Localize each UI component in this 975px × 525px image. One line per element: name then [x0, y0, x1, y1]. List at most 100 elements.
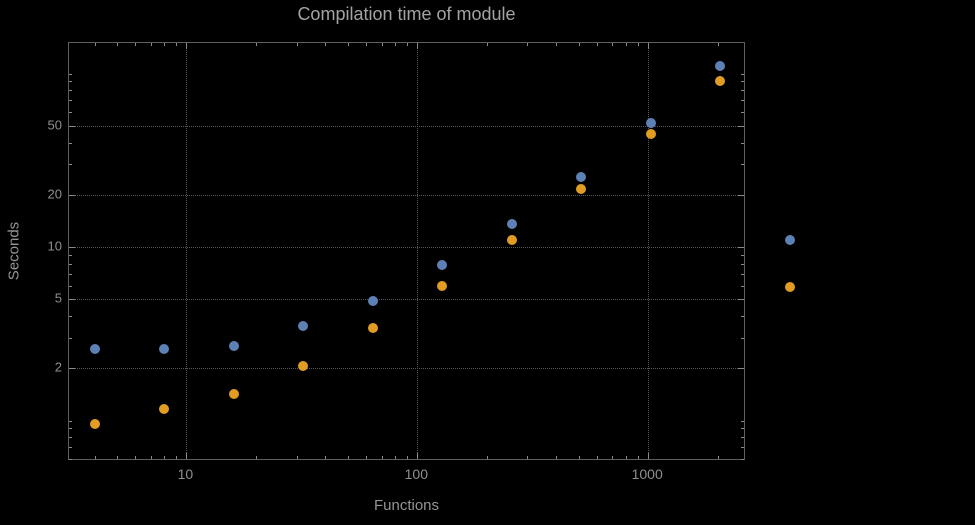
- y-tick-mark: [69, 81, 72, 83]
- x-tick-mark: [296, 43, 298, 46]
- x-tick-mark: [186, 43, 188, 49]
- y-tick-mark: [741, 90, 744, 92]
- y-tick-mark: [69, 437, 72, 439]
- x-tick-mark: [625, 43, 627, 46]
- y-tick-mark: [738, 299, 744, 301]
- y-tick-mark: [69, 247, 75, 249]
- y-tick-mark: [738, 125, 744, 127]
- x-tick-mark: [175, 43, 177, 46]
- data-point: [437, 280, 448, 291]
- y-tick-label: 20: [47, 186, 62, 202]
- x-tick-mark: [255, 43, 257, 46]
- x-tick-mark: [325, 43, 327, 46]
- y-tick-mark: [741, 100, 744, 102]
- y-tick-mark: [69, 194, 75, 196]
- x-tick-mark: [417, 43, 419, 49]
- y-tick-mark: [69, 316, 72, 318]
- y-tick-mark: [69, 368, 75, 370]
- x-tick-label: 100: [404, 466, 428, 482]
- x-tick-mark: [406, 456, 408, 459]
- y-tick-mark: [69, 73, 72, 75]
- y-tick-label: 10: [47, 238, 62, 254]
- y-tick-mark: [741, 420, 744, 422]
- y-tick-mark: [741, 437, 744, 439]
- x-tick-mark: [150, 43, 152, 46]
- legend: [785, 235, 795, 292]
- data-point: [367, 295, 378, 306]
- data-point: [715, 76, 726, 87]
- x-tick-mark: [717, 456, 719, 459]
- y-gridline: [69, 299, 744, 301]
- y-tick-mark: [741, 285, 744, 287]
- legend-marker: [785, 282, 795, 292]
- y-tick-mark: [741, 254, 744, 256]
- y-tick-mark: [741, 73, 744, 75]
- x-tick-mark: [648, 43, 650, 49]
- y-tick-mark: [69, 112, 72, 114]
- x-tick-mark: [648, 453, 650, 459]
- x-tick-mark: [150, 456, 152, 459]
- data-point: [715, 61, 726, 72]
- x-tick-mark: [527, 43, 529, 46]
- data-point: [298, 321, 309, 332]
- legend-marker: [785, 235, 795, 245]
- x-tick-mark: [578, 456, 580, 459]
- data-point: [298, 361, 309, 372]
- y-tick-mark: [741, 164, 744, 166]
- data-point: [437, 259, 448, 270]
- data-point: [89, 418, 100, 429]
- x-tick-mark: [175, 456, 177, 459]
- y-gridline: [69, 194, 744, 196]
- y-tick-mark: [741, 337, 744, 339]
- y-tick-mark: [69, 142, 72, 144]
- y-tick-mark: [741, 81, 744, 83]
- y-gridline: [69, 368, 744, 370]
- x-tick-mark: [325, 456, 327, 459]
- data-point: [506, 219, 517, 230]
- x-tick-mark: [164, 43, 166, 46]
- y-tick-mark: [741, 428, 744, 430]
- x-tick-mark: [556, 456, 558, 459]
- x-tick-mark: [94, 43, 96, 46]
- chart-title: Compilation time of module: [297, 4, 516, 24]
- x-tick-mark: [347, 43, 349, 46]
- y-tick-mark: [69, 299, 75, 301]
- x-tick-mark: [186, 453, 188, 459]
- data-point: [576, 184, 587, 195]
- x-tick-mark: [596, 43, 598, 46]
- x-tick-mark: [486, 43, 488, 46]
- x-tick-mark: [296, 456, 298, 459]
- x-tick-mark: [255, 456, 257, 459]
- x-tick-label: 10: [177, 466, 194, 482]
- y-tick-label: 50: [47, 117, 62, 133]
- x-tick-mark: [637, 43, 639, 46]
- y-tick-mark: [738, 247, 744, 249]
- x-tick-mark: [116, 43, 118, 46]
- y-tick-mark: [738, 194, 744, 196]
- y-tick-mark: [741, 142, 744, 144]
- y-tick-mark: [69, 420, 72, 422]
- data-point: [645, 128, 656, 139]
- y-tick-mark: [741, 459, 744, 460]
- x-tick-mark: [381, 43, 383, 46]
- y-tick-mark: [69, 254, 72, 256]
- y-tick-mark: [738, 368, 744, 370]
- data-point: [159, 404, 170, 415]
- x-tick-mark: [637, 456, 639, 459]
- x-tick-mark: [164, 456, 166, 459]
- y-tick-mark: [69, 263, 72, 265]
- y-gridline: [69, 125, 744, 127]
- y-tick-mark: [741, 316, 744, 318]
- x-tick-mark: [556, 43, 558, 46]
- y-tick-mark: [69, 428, 72, 430]
- x-gridline: [186, 43, 188, 459]
- x-tick-mark: [717, 43, 719, 46]
- y-tick-mark: [69, 90, 72, 92]
- x-tick-mark: [366, 43, 368, 46]
- data-point: [576, 171, 587, 182]
- x-axis-label: Functions: [373, 497, 440, 514]
- x-tick-mark: [486, 456, 488, 459]
- y-tick-mark: [69, 459, 72, 460]
- x-tick-mark: [116, 456, 118, 459]
